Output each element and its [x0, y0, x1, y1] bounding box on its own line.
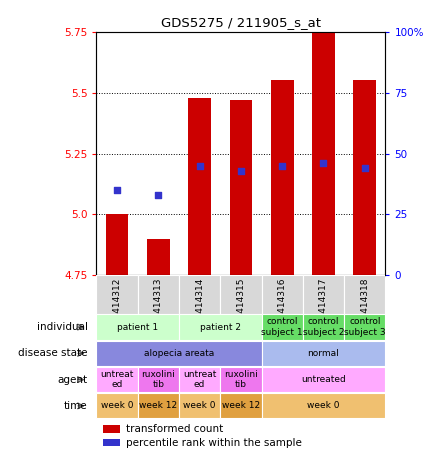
Text: percentile rank within the sample: percentile rank within the sample — [126, 438, 302, 448]
Text: ruxolini
tib: ruxolini tib — [141, 370, 175, 389]
Text: patient 2: patient 2 — [200, 323, 241, 332]
Point — [196, 162, 203, 169]
Bar — [96, 341, 261, 366]
Bar — [179, 275, 220, 314]
Bar — [103, 439, 120, 446]
Bar — [303, 275, 344, 314]
Bar — [96, 367, 138, 392]
Bar — [261, 367, 385, 392]
Bar — [96, 393, 138, 419]
Bar — [220, 275, 261, 314]
Text: GSM1414313: GSM1414313 — [154, 277, 163, 338]
Text: ruxolini
tib: ruxolini tib — [224, 370, 258, 389]
Bar — [96, 314, 179, 340]
Text: normal: normal — [307, 349, 339, 358]
Bar — [138, 393, 179, 419]
Bar — [344, 314, 385, 340]
Point — [237, 167, 244, 174]
Title: GDS5275 / 211905_s_at: GDS5275 / 211905_s_at — [161, 16, 321, 29]
Text: week 12: week 12 — [222, 401, 260, 410]
Text: GSM1414312: GSM1414312 — [113, 277, 121, 338]
Point — [320, 160, 327, 167]
Text: individual: individual — [37, 322, 88, 332]
Bar — [96, 275, 138, 314]
Text: GSM1414318: GSM1414318 — [360, 277, 369, 338]
Point — [155, 191, 162, 198]
Bar — [138, 275, 179, 314]
Text: alopecia areata: alopecia areata — [144, 349, 214, 358]
Bar — [220, 393, 261, 419]
Point — [113, 187, 120, 194]
Text: GSM1414317: GSM1414317 — [319, 277, 328, 338]
Bar — [179, 314, 261, 340]
Bar — [147, 239, 170, 275]
Bar — [271, 81, 293, 275]
Point — [279, 162, 286, 169]
Text: untreated: untreated — [301, 375, 346, 384]
Text: agent: agent — [57, 375, 88, 385]
Bar — [261, 275, 303, 314]
Text: week 12: week 12 — [139, 401, 177, 410]
Bar — [103, 425, 120, 433]
Text: GSM1414316: GSM1414316 — [278, 277, 287, 338]
Bar — [220, 367, 261, 392]
Bar — [353, 81, 376, 275]
Text: week 0: week 0 — [184, 401, 216, 410]
Bar — [344, 275, 385, 314]
Bar — [138, 367, 179, 392]
Text: patient 1: patient 1 — [117, 323, 158, 332]
Bar — [179, 393, 220, 419]
Text: GSM1414315: GSM1414315 — [237, 277, 245, 338]
Text: GSM1414314: GSM1414314 — [195, 277, 204, 338]
Text: control
subject 1: control subject 1 — [261, 318, 303, 337]
Text: week 0: week 0 — [101, 401, 133, 410]
Point — [361, 164, 368, 172]
Bar — [303, 314, 344, 340]
Text: disease state: disease state — [18, 348, 88, 358]
Text: untreat
ed: untreat ed — [100, 370, 134, 389]
Text: time: time — [64, 401, 88, 411]
Bar — [312, 32, 335, 275]
Text: untreat
ed: untreat ed — [183, 370, 216, 389]
Text: control
subject 2: control subject 2 — [303, 318, 344, 337]
Bar — [106, 215, 128, 275]
Bar — [179, 367, 220, 392]
Text: transformed count: transformed count — [126, 424, 223, 434]
Text: control
subject 3: control subject 3 — [344, 318, 385, 337]
Text: week 0: week 0 — [307, 401, 340, 410]
Bar — [261, 393, 385, 419]
Bar — [261, 341, 385, 366]
Bar — [261, 314, 303, 340]
Bar — [230, 100, 252, 275]
Bar — [188, 97, 211, 275]
